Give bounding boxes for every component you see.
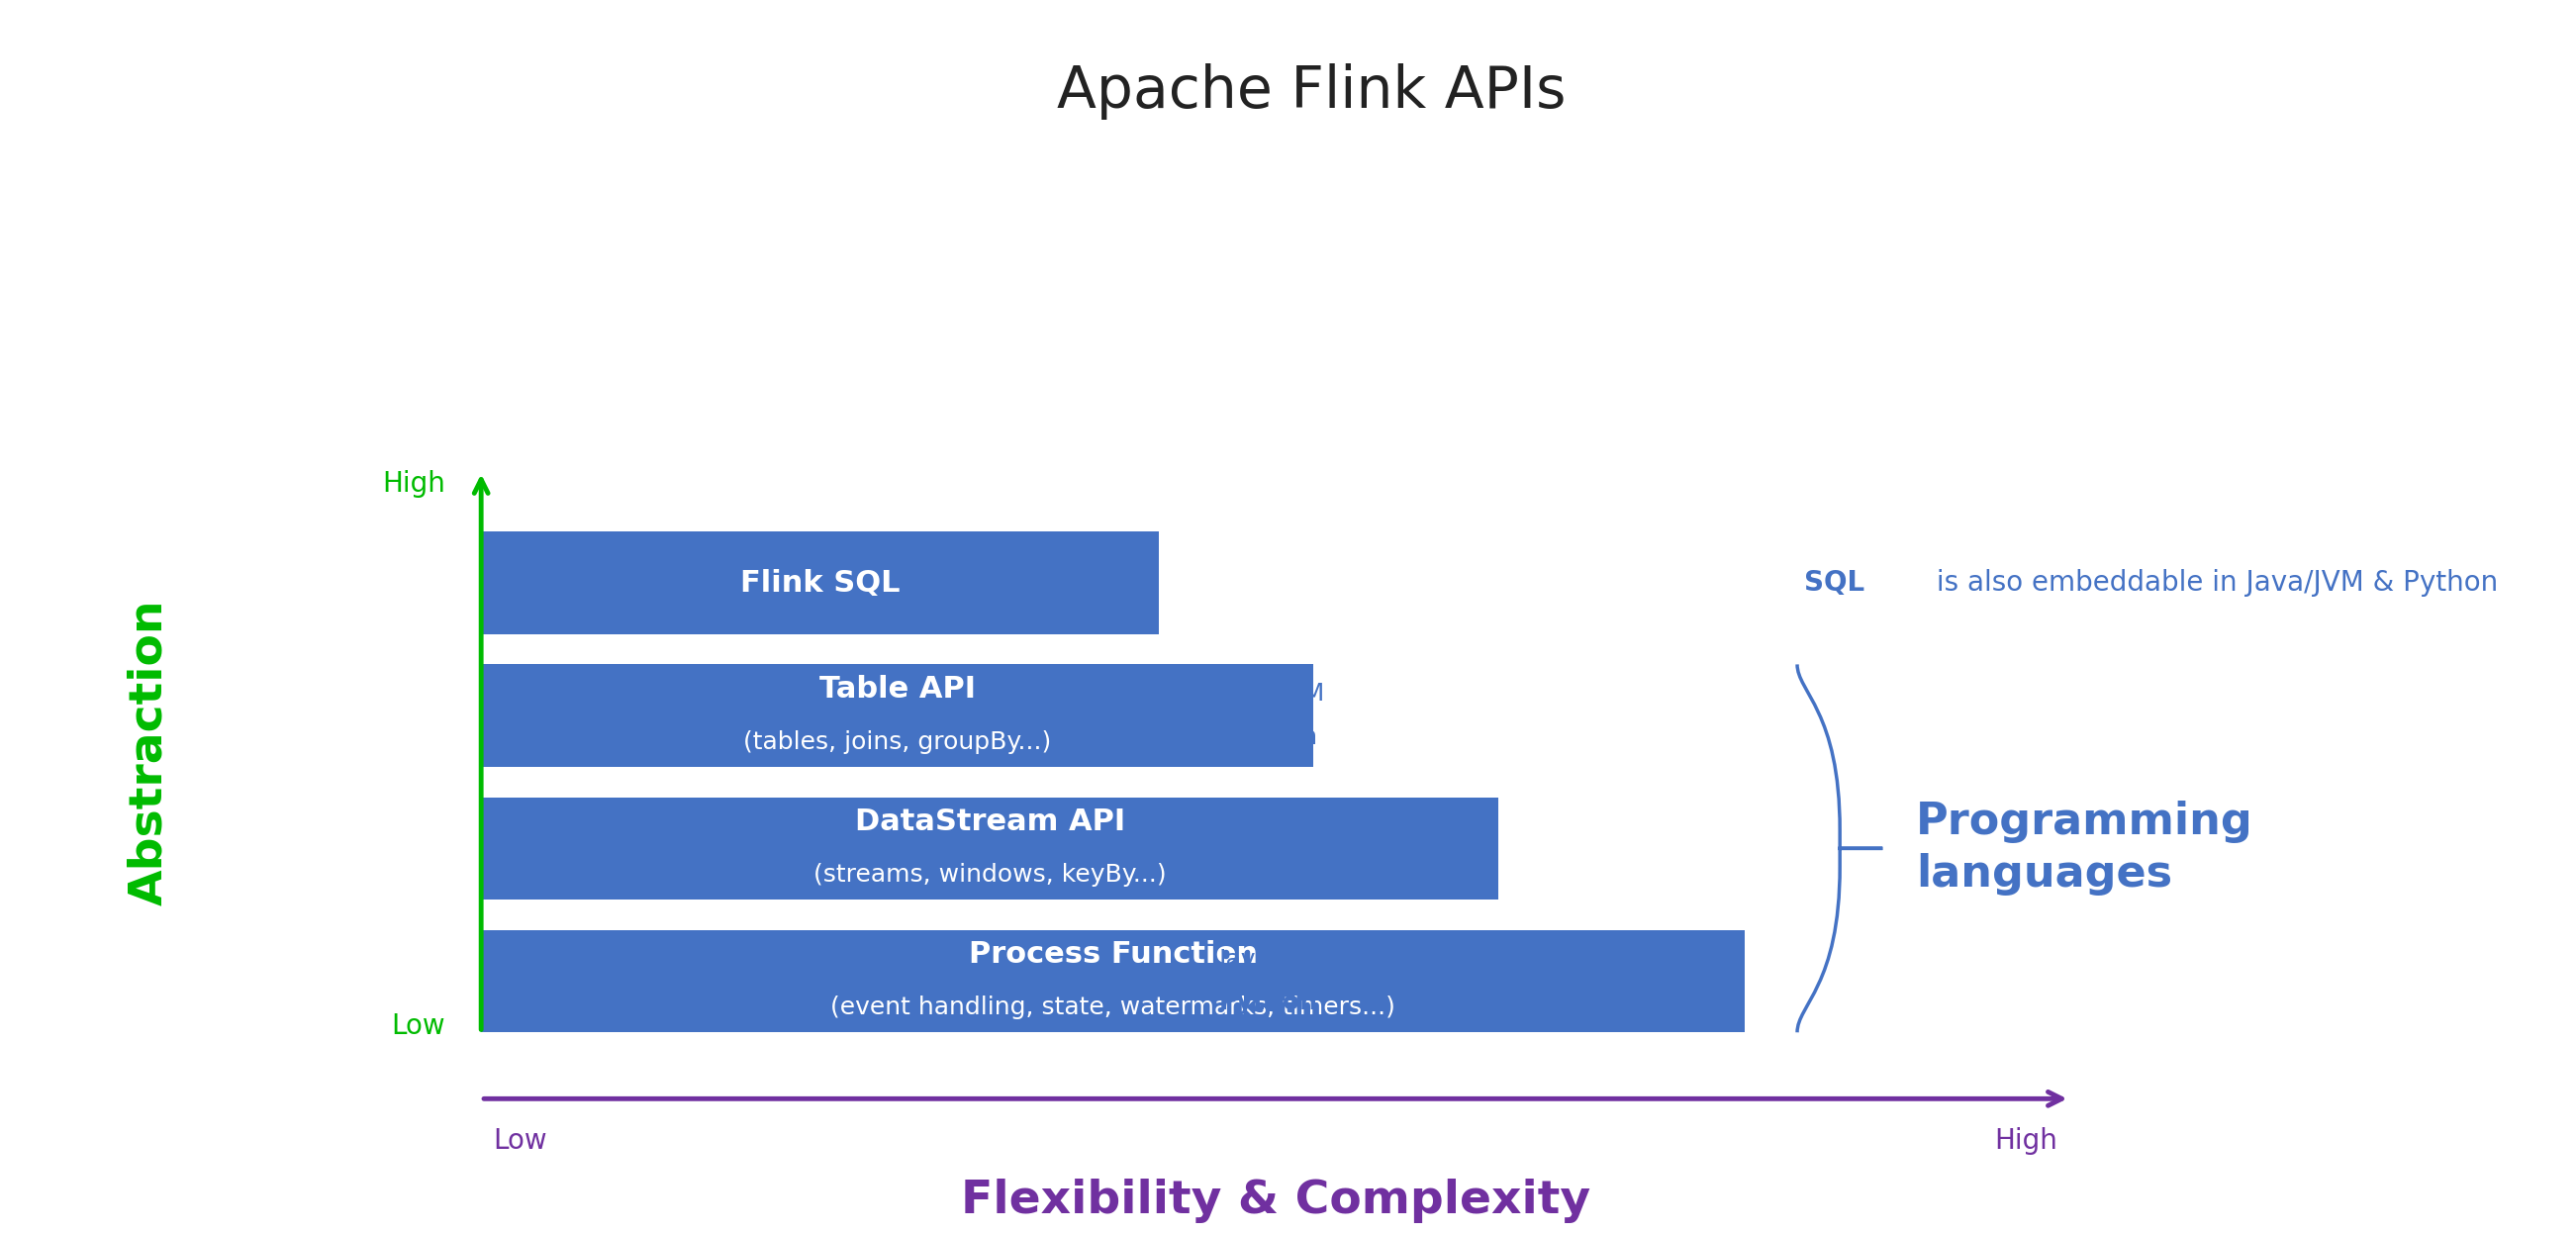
FancyBboxPatch shape bbox=[482, 531, 1159, 634]
FancyBboxPatch shape bbox=[482, 797, 1499, 900]
Text: Programming
languages: Programming languages bbox=[1917, 800, 2254, 896]
Text: High: High bbox=[381, 470, 446, 497]
Text: SQL: SQL bbox=[1803, 570, 1865, 597]
Text: DataStream API: DataStream API bbox=[855, 808, 1126, 836]
Text: Table API: Table API bbox=[819, 674, 976, 704]
Text: is also embeddable in Java/JVM & Python: is also embeddable in Java/JVM & Python bbox=[1927, 570, 2499, 597]
Text: Low: Low bbox=[492, 1127, 546, 1155]
Text: Flink SQL: Flink SQL bbox=[739, 568, 899, 597]
Text: Process Function: Process Function bbox=[969, 941, 1257, 969]
Text: High: High bbox=[1994, 1127, 2058, 1155]
FancyBboxPatch shape bbox=[482, 665, 1314, 767]
Text: (tables, joins, groupBy...): (tables, joins, groupBy...) bbox=[744, 730, 1051, 755]
Text: Abstraction: Abstraction bbox=[126, 599, 173, 905]
Text: Python: Python bbox=[1218, 725, 1316, 750]
FancyBboxPatch shape bbox=[482, 930, 1744, 1032]
Text: Apache Flink APIs: Apache Flink APIs bbox=[1056, 63, 1566, 120]
Text: (event handling, state, watermarks, timers...): (event handling, state, watermarks, time… bbox=[829, 996, 1396, 1020]
Text: Java/JVM: Java/JVM bbox=[1218, 682, 1324, 705]
Text: Java/JVM: Java/JVM bbox=[1218, 947, 1324, 972]
Text: Low: Low bbox=[392, 1012, 446, 1041]
Text: Flexibility & Complexity: Flexibility & Complexity bbox=[961, 1179, 1589, 1223]
Text: (streams, windows, keyBy...): (streams, windows, keyBy...) bbox=[814, 863, 1167, 887]
Text: Python: Python bbox=[1218, 991, 1316, 1015]
Text: Python: Python bbox=[1218, 858, 1316, 882]
Text: Java/JVM: Java/JVM bbox=[1218, 815, 1324, 838]
